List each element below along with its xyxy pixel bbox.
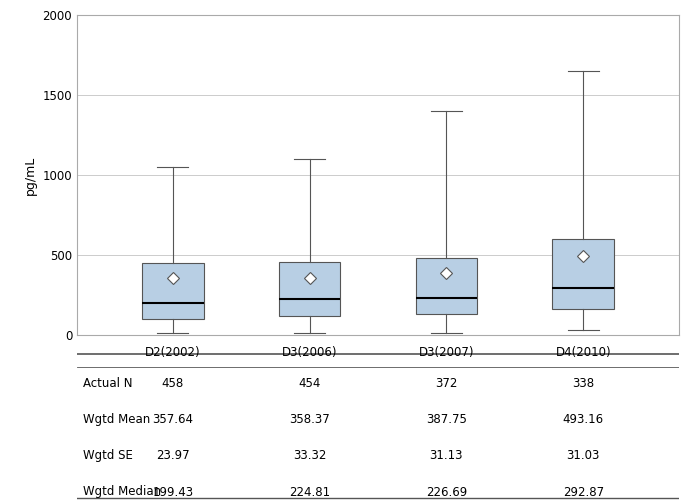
Text: 493.16: 493.16	[563, 413, 604, 426]
Text: D3(2007): D3(2007)	[419, 346, 474, 360]
PathPatch shape	[279, 262, 340, 316]
Text: 31.03: 31.03	[566, 449, 600, 462]
PathPatch shape	[552, 239, 614, 310]
Text: Wgtd Median: Wgtd Median	[83, 486, 161, 498]
Text: 226.69: 226.69	[426, 486, 467, 498]
Text: 338: 338	[572, 376, 594, 390]
Text: 358.37: 358.37	[289, 413, 330, 426]
Text: 23.97: 23.97	[156, 449, 190, 462]
Text: 33.32: 33.32	[293, 449, 326, 462]
PathPatch shape	[142, 263, 204, 319]
Y-axis label: pg/mL: pg/mL	[24, 156, 37, 194]
Text: 224.81: 224.81	[289, 486, 330, 498]
Text: 372: 372	[435, 376, 458, 390]
Text: D2(2002): D2(2002)	[145, 346, 201, 360]
Text: Actual N: Actual N	[83, 376, 132, 390]
Text: D4(2010): D4(2010)	[555, 346, 611, 360]
Text: 458: 458	[162, 376, 184, 390]
Text: 31.13: 31.13	[430, 449, 463, 462]
Text: 199.43: 199.43	[152, 486, 193, 498]
Text: D3(2006): D3(2006)	[282, 346, 337, 360]
Text: 357.64: 357.64	[153, 413, 193, 426]
Text: 292.87: 292.87	[563, 486, 604, 498]
Text: Wgtd SE: Wgtd SE	[83, 449, 133, 462]
PathPatch shape	[416, 258, 477, 314]
Text: Wgtd Mean: Wgtd Mean	[83, 413, 150, 426]
Text: 387.75: 387.75	[426, 413, 467, 426]
Text: 454: 454	[298, 376, 321, 390]
